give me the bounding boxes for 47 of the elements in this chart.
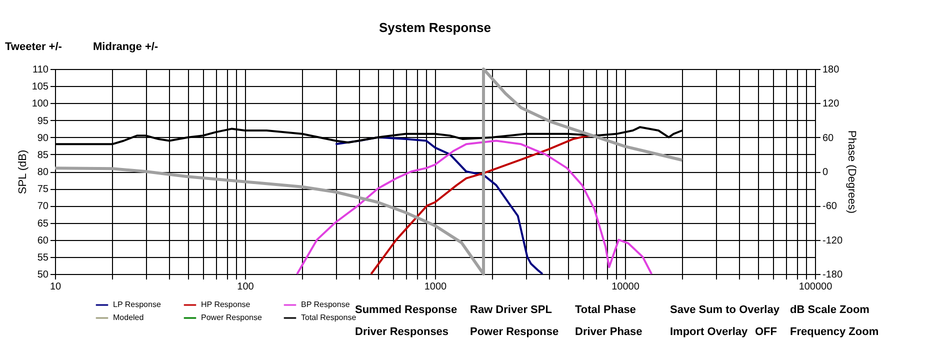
text: Frequency Zoom: [790, 326, 879, 338]
text: Midrange +/-: [93, 41, 158, 53]
text: Driver Phase: [575, 326, 642, 338]
y-tick-label: 85: [37, 150, 49, 161]
text: Save Sum to Overlay: [670, 304, 780, 316]
y2-tick-label: 60: [822, 132, 834, 144]
y2-tick-label: 120: [822, 98, 840, 110]
y-tick-label: 90: [37, 132, 49, 144]
legend-label: Total Response: [301, 313, 357, 322]
y-tick-label: 60: [37, 235, 49, 246]
y2-tick-label: -180: [822, 270, 843, 280]
text: Import Overlay: [670, 326, 749, 338]
legend-label: LP Response: [113, 300, 162, 309]
text: OFF: [755, 326, 778, 338]
y-tick-label: 75: [37, 184, 49, 196]
text: Raw Driver SPL: [470, 304, 552, 316]
y-tick-label: 110: [32, 64, 49, 76]
text: dB Scale Zoom: [790, 304, 870, 316]
chart-title: System Response: [379, 20, 491, 35]
legend-label: BP Response: [301, 300, 350, 309]
y-tick-label: 100: [32, 98, 49, 110]
y-tick-label: 55: [37, 252, 49, 264]
text: Total Phase: [575, 304, 636, 316]
x-tick-label: 10000: [612, 282, 640, 292]
y2-tick-label: 0: [822, 167, 828, 178]
y-tick-label: 50: [37, 270, 49, 280]
y2-tick-label: 180: [822, 64, 840, 76]
y2-tick-label: -120: [822, 235, 843, 246]
text: Summed Response: [355, 304, 458, 316]
y-tick-label: 105: [32, 82, 49, 93]
x-tick-label: 100000: [798, 282, 833, 292]
text: Tweeter +/-: [5, 41, 62, 53]
y2-tick-label: -60: [822, 201, 838, 212]
y-tick-label: 65: [37, 218, 49, 230]
x-tick-label: 10: [50, 282, 62, 292]
y-tick-label: 70: [37, 201, 49, 212]
y-tick-label: 95: [37, 116, 49, 127]
text: Power Response: [470, 326, 559, 338]
legend-label: Power Response: [201, 313, 262, 322]
y-axis-title: SPL (dB): [16, 150, 29, 194]
legend-label: Modeled: [113, 313, 144, 322]
x-tick-label: 1000: [424, 282, 448, 292]
text: Driver Responses: [355, 326, 449, 338]
y-tick-label: 80: [37, 167, 49, 178]
legend-label: HP Response: [201, 300, 251, 309]
y2-axis-title: Phase (Degrees): [846, 130, 858, 214]
x-tick-label: 100: [237, 282, 254, 292]
